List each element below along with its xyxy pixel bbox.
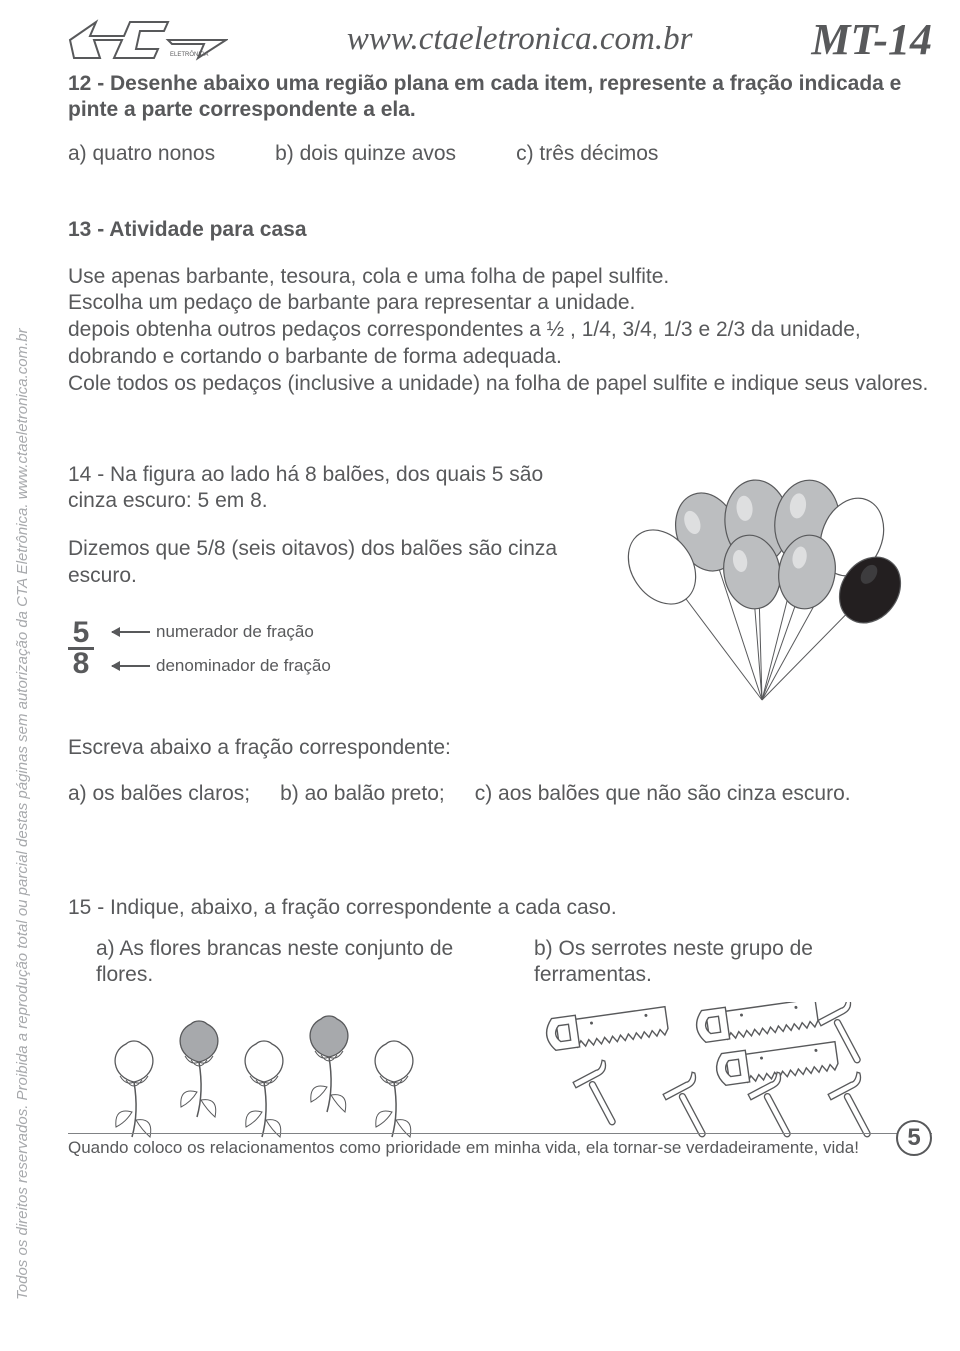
- q14-a: a) os balões claros;: [68, 782, 250, 806]
- footer-quote: Quando coloco os relacionamentos como pr…: [68, 1138, 896, 1158]
- q15-intro: 15 - Indique, abaixo, a fração correspon…: [68, 896, 932, 920]
- q15-b: b) Os serrotes neste grupo de ferramenta…: [534, 936, 932, 989]
- arrow-icon: [112, 631, 150, 633]
- q13-body: Use apenas barbante, tesoura, cola e uma…: [68, 264, 932, 398]
- page-header: ELETRÔNICA www.ctaeletronica.com.br MT-1…: [68, 14, 932, 65]
- q13-p3: depois obtenha outros pedaços correspond…: [68, 317, 932, 371]
- logo: ELETRÔNICA: [68, 17, 228, 63]
- q14-options: a) os balões claros; b) ao balão preto; …: [68, 782, 932, 806]
- numerator-label: numerador de fração: [156, 622, 314, 642]
- q15-options: a) As flores brancas neste conjunto de f…: [68, 936, 932, 989]
- q13-p2: Escolha um pedaço de barbante para repre…: [68, 290, 932, 317]
- q15-figures: [68, 1002, 932, 1142]
- q13-p1: Use apenas barbante, tesoura, cola e uma…: [68, 264, 932, 291]
- q12-options: a) quatro nonos b) dois quinze avos c) t…: [68, 142, 932, 166]
- fraction-numerator: 5: [73, 619, 90, 648]
- fraction-denominator: 8: [73, 650, 90, 679]
- q12-c: c) três décimos: [516, 142, 658, 166]
- q14-p2: Dizemos que 5/8 (seis oitavos) dos balõe…: [68, 536, 582, 589]
- logo-text: ELETRÔNICA: [170, 51, 208, 58]
- page-code: MT-14: [811, 14, 932, 65]
- q12-a: a) quatro nonos: [68, 142, 215, 166]
- denominator-label: denominador de fração: [156, 656, 331, 676]
- arrow-icon: [112, 665, 150, 667]
- page-footer: Quando coloco os relacionamentos como pr…: [68, 1133, 932, 1158]
- fraction-example: 5 8 numerador de fração denominador de f…: [68, 619, 582, 679]
- q14-block: 14 - Na figura ao lado há 8 balões, dos …: [68, 462, 932, 712]
- q14-c: c) aos balões que não são cinza escuro.: [475, 782, 851, 806]
- header-url: www.ctaeletronica.com.br: [228, 21, 811, 58]
- tools-figure: [520, 1002, 932, 1142]
- q15-a: a) As flores brancas neste conjunto de f…: [96, 936, 494, 989]
- q14-b: b) ao balão preto;: [280, 782, 445, 806]
- q14-p1: 14 - Na figura ao lado há 8 balões, dos …: [68, 462, 582, 515]
- page-number: 5: [896, 1120, 932, 1156]
- q12-intro: 12 - Desenhe abaixo uma região plana em …: [68, 71, 932, 124]
- q13-title: 13 - Atividade para casa: [68, 218, 932, 242]
- flowers-figure: [68, 1002, 480, 1142]
- balloons-figure: [602, 462, 932, 712]
- q13-p4: Cole todos os pedaços (inclusive a unida…: [68, 371, 932, 398]
- side-copyright: Todos os direitos reservados. Proibida a…: [14, 328, 31, 1300]
- q12-b: b) dois quinze avos: [275, 142, 456, 166]
- q14-ask: Escreva abaixo a fração correspondente:: [68, 736, 932, 760]
